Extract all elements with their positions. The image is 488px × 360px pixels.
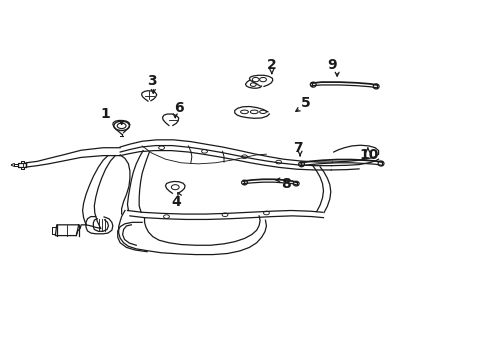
Text: 9: 9 xyxy=(327,58,336,72)
Text: 2: 2 xyxy=(266,58,276,72)
Text: 3: 3 xyxy=(147,75,156,89)
Text: 7: 7 xyxy=(293,141,303,155)
Text: 10: 10 xyxy=(358,148,378,162)
Text: 4: 4 xyxy=(171,194,181,208)
Text: 5: 5 xyxy=(300,96,310,110)
Text: 1: 1 xyxy=(101,107,110,121)
Text: 8: 8 xyxy=(281,177,290,190)
Text: 6: 6 xyxy=(174,101,183,115)
